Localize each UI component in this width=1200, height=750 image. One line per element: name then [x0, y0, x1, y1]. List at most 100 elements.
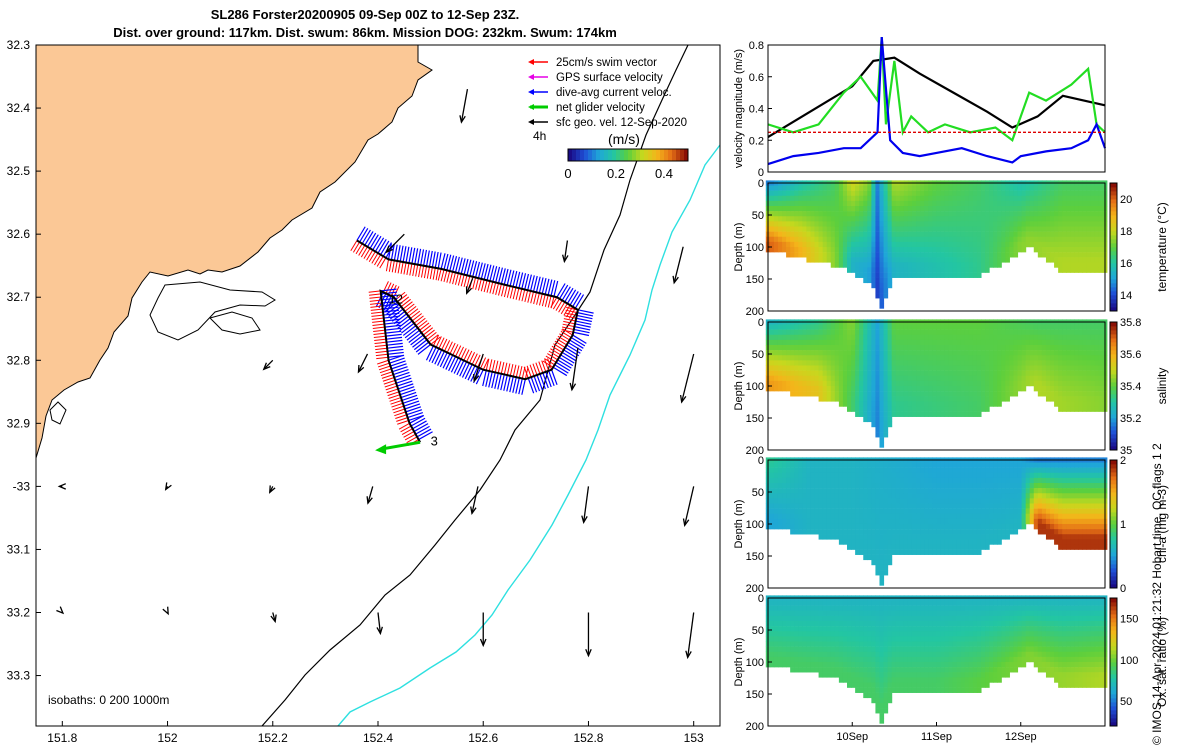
heatmap-cell	[1074, 539, 1079, 545]
heatmap-cell	[879, 462, 885, 468]
heatmap-cell	[944, 544, 950, 550]
heatmap-cell	[903, 334, 909, 341]
heatmap-cell	[1029, 195, 1035, 202]
heatmap-cell	[932, 252, 937, 258]
heatmap-cell	[891, 498, 897, 504]
heatmap-cell	[968, 513, 974, 520]
heatmap-cell	[903, 462, 909, 468]
heatmap-cell	[964, 391, 970, 397]
heatmap-cell	[777, 185, 783, 191]
heatmap-cell	[1037, 231, 1043, 237]
heatmap-cell	[944, 206, 950, 212]
heatmap-cell	[769, 467, 775, 474]
heatmap-cell	[924, 518, 929, 525]
heatmap-cell	[1041, 236, 1047, 243]
heatmap-cell	[883, 221, 889, 227]
dive-vector	[399, 320, 413, 332]
heatmap-cell	[798, 324, 803, 330]
heatmap-cell	[863, 380, 868, 387]
heatmap-cell	[834, 503, 840, 509]
heatmap-cell	[863, 365, 868, 371]
heatmap-cell	[818, 493, 824, 499]
heatmap-cell	[851, 221, 856, 227]
heatmap-cell	[1070, 513, 1075, 520]
heatmap-cell	[773, 241, 779, 248]
heatmap-cell	[1074, 216, 1079, 222]
swim-vector	[495, 283, 500, 295]
heatmap-cell	[944, 396, 950, 402]
heatmap-cell	[887, 416, 893, 423]
heatmap-cell	[948, 380, 954, 387]
heatmap-cell	[1037, 503, 1043, 509]
heatmap-cell	[948, 472, 954, 479]
swim-vector	[521, 366, 526, 379]
heatmap-cell	[773, 236, 779, 243]
heatmap-cell	[826, 360, 832, 366]
heatmap-cell	[1033, 231, 1039, 237]
heatmap-cell	[875, 554, 881, 561]
heatmap-cell	[790, 477, 795, 484]
heatmap-cell	[1017, 355, 1023, 361]
heatmap-cell	[1058, 513, 1063, 520]
heatmap-cell	[924, 534, 929, 540]
heatmap-cell	[1025, 380, 1031, 387]
heatmap-cell	[952, 200, 958, 207]
heatmap-cell	[997, 380, 1002, 387]
dive-vector	[382, 309, 399, 313]
heatmap-cell	[806, 231, 812, 237]
heatmap-cell	[842, 216, 848, 222]
heatmap-cell	[838, 262, 844, 268]
heatmap-cell	[855, 498, 860, 504]
heatmap-cell	[989, 508, 994, 514]
heatmap-cell	[1021, 508, 1027, 514]
heatmap-cell	[944, 385, 950, 392]
heatmap-cell	[932, 365, 937, 371]
heatmap-cell	[1001, 472, 1006, 479]
heatmap-cell	[826, 257, 832, 263]
heatmap-cell	[916, 200, 921, 207]
heatmap-cell	[1066, 539, 1071, 545]
heatmap-cell	[883, 324, 889, 330]
heatmap-cell	[1066, 385, 1071, 392]
heatmap-cell	[879, 324, 885, 330]
swim-vector	[419, 322, 430, 331]
heatmap-cell	[1050, 360, 1055, 366]
heatmap-cell	[1066, 355, 1071, 361]
heatmap-cell	[802, 483, 807, 489]
heatmap-cell	[1050, 518, 1055, 525]
heatmap-cell	[1098, 241, 1104, 248]
heatmap-cell	[989, 518, 994, 525]
heatmap-cell	[920, 262, 925, 268]
heatmap-cell	[1062, 513, 1067, 520]
heatmap-cell	[830, 241, 836, 248]
heatmap-cell	[851, 360, 856, 366]
heatmap-cell	[786, 380, 791, 387]
heatmap-cell	[903, 477, 909, 484]
heatmap-cell	[993, 385, 998, 392]
heatmap-cell	[899, 534, 905, 540]
heatmap-cell	[972, 236, 978, 243]
heatmap-cell	[1001, 350, 1006, 356]
heatmap-cell	[997, 241, 1002, 248]
swim-vector	[498, 283, 502, 296]
heatmap-cell	[911, 549, 917, 555]
heatmap-cell	[997, 523, 1002, 530]
heatmap-cell	[822, 339, 828, 346]
heatmap-cell	[847, 385, 852, 392]
heatmap-cell	[916, 467, 921, 474]
geo-velocity-vector	[473, 353, 484, 382]
heatmap-cell	[798, 211, 803, 217]
heatmap-cell	[794, 365, 799, 371]
heatmap-cell	[834, 211, 840, 217]
heatmap-cell	[1013, 185, 1019, 191]
heatmap-cell	[1094, 236, 1100, 243]
dive-vector	[492, 266, 498, 282]
heatmap-cell	[1025, 329, 1031, 336]
heatmap-cell	[944, 272, 950, 278]
swim-vector	[438, 337, 445, 349]
geo-arrowhead	[385, 245, 394, 254]
heatmap-cell	[1045, 211, 1051, 217]
heatmap-cell	[777, 236, 783, 243]
heatmap-cell	[936, 267, 941, 273]
heatmap-cell	[790, 246, 795, 253]
